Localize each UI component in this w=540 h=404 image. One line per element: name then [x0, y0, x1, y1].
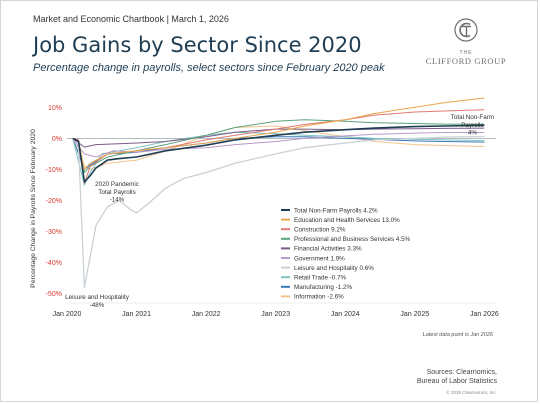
- y-tick-label: -20%: [46, 198, 62, 205]
- legend-entry: Financial Activities 3.3%: [294, 246, 362, 253]
- logo-name: CLIFFORD GROUP: [425, 56, 507, 66]
- x-tick-label: Jan 2022: [192, 311, 221, 318]
- x-tick-label: Jan 2025: [400, 311, 429, 318]
- legend-entry: Education and Health Services 13.0%: [294, 217, 400, 224]
- sources-line-1: Sources: Clearnomics,: [426, 369, 497, 376]
- series-line: [72, 132, 485, 158]
- chart-title: Job Gains by Sector Since 2020: [33, 33, 362, 57]
- annotation-leisure-hospitality: -48%: [90, 302, 105, 309]
- logo-the: THE: [459, 50, 473, 56]
- y-axis-label: Percentage Change in Payrolls Since Febr…: [30, 129, 37, 288]
- series-line: [72, 131, 485, 186]
- legend-entry: Total Non-Farm Payrolls 4.2%: [294, 207, 378, 214]
- legend-entry: Government 1.9%: [294, 255, 345, 262]
- series-line: [72, 124, 485, 183]
- series-line: [72, 97, 485, 170]
- legend-entry: Retail Trade -0.7%: [294, 275, 347, 282]
- x-tick-label: Jan 2020: [53, 311, 82, 318]
- chart-subtitle: Percentage change in payrolls, select se…: [33, 62, 385, 74]
- y-tick-label: -40%: [46, 260, 62, 267]
- sources: Sources: Clearnomics, Bureau of Labor St…: [417, 368, 497, 386]
- x-tick-label: Jan 2024: [331, 311, 360, 318]
- x-tick-label: Jan 2021: [122, 311, 151, 318]
- y-tick-label: -30%: [46, 229, 62, 236]
- series-line: [72, 109, 485, 184]
- y-tick-label: -10%: [46, 167, 62, 174]
- annotation-total-nonfarm: 4%: [468, 130, 478, 137]
- legend-entry: Manufacturing -1.2%: [294, 284, 353, 291]
- y-tick-label: -50%: [46, 291, 62, 298]
- legend-entry: Construction 9.2%: [294, 227, 346, 234]
- legend-entry: Information -2.6%: [294, 294, 344, 301]
- chartbook-supertitle: Market and Economic Chartbook | March 1,…: [33, 14, 229, 24]
- series-line: [72, 127, 485, 148]
- legend-entry: Leisure and Hospitality 0.6%: [294, 265, 374, 272]
- y-tick-label: 10%: [48, 105, 62, 112]
- series-line: [72, 119, 485, 173]
- annotation-total-nonfarm: Total Non-Farm: [451, 114, 494, 121]
- annotation-total-nonfarm: Payrolls: [461, 122, 483, 129]
- annotation-pandemic-payrolls: Total Payrolls: [98, 189, 135, 196]
- annotation-pandemic-payrolls: 2020 Pandemic: [95, 181, 139, 188]
- legend-entry: Professional and Business Services 4.5%: [294, 236, 411, 243]
- series-line: [72, 135, 485, 289]
- latest-data-note: Latest data point is Jan 2026: [422, 332, 493, 338]
- annotation-leisure-hospitality: Leisure and Hospitality: [65, 294, 130, 301]
- y-tick-label: 0%: [52, 136, 62, 143]
- line-chart: Percentage Change in Payrolls Since Febr…: [30, 97, 499, 318]
- annotation-pandemic-payrolls: -14%: [110, 197, 125, 204]
- x-tick-label: Jan 2023: [261, 311, 290, 318]
- clifford-group-logo: THE CLIFFORD GROUP: [425, 17, 507, 66]
- sources-line-2: Bureau of Labor Statistics: [416, 378, 497, 385]
- logo-mark-icon: [454, 18, 478, 42]
- x-tick-label: Jan 2026: [470, 311, 499, 318]
- copyright: © 2026 Clearnomics, Inc.: [446, 390, 497, 395]
